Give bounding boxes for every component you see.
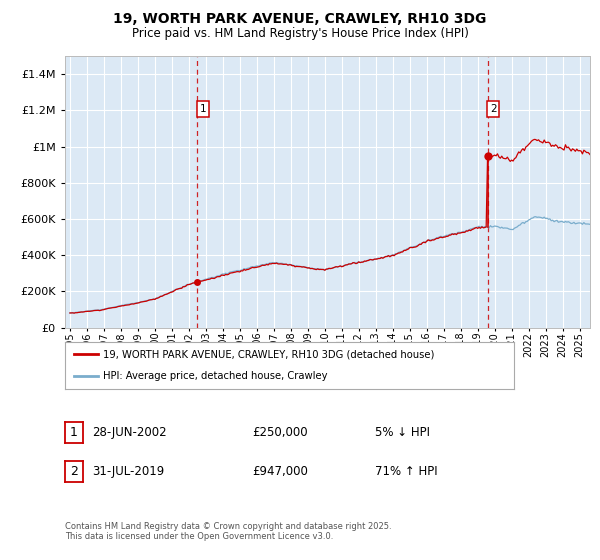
- Text: 71% ↑ HPI: 71% ↑ HPI: [375, 465, 437, 478]
- Text: 31-JUL-2019: 31-JUL-2019: [92, 465, 164, 478]
- Text: 28-JUN-2002: 28-JUN-2002: [92, 426, 166, 439]
- Text: 1: 1: [200, 104, 206, 114]
- Text: 19, WORTH PARK AVENUE, CRAWLEY, RH10 3DG: 19, WORTH PARK AVENUE, CRAWLEY, RH10 3DG: [113, 12, 487, 26]
- Text: Contains HM Land Registry data © Crown copyright and database right 2025.
This d: Contains HM Land Registry data © Crown c…: [65, 522, 391, 542]
- Text: 1: 1: [70, 426, 78, 439]
- Text: 2: 2: [490, 104, 497, 114]
- Text: 2: 2: [70, 465, 78, 478]
- Text: £947,000: £947,000: [252, 465, 308, 478]
- Text: HPI: Average price, detached house, Crawley: HPI: Average price, detached house, Craw…: [103, 371, 328, 381]
- Text: 19, WORTH PARK AVENUE, CRAWLEY, RH10 3DG (detached house): 19, WORTH PARK AVENUE, CRAWLEY, RH10 3DG…: [103, 349, 434, 360]
- Text: Price paid vs. HM Land Registry's House Price Index (HPI): Price paid vs. HM Land Registry's House …: [131, 27, 469, 40]
- Text: £250,000: £250,000: [252, 426, 308, 439]
- Text: 5% ↓ HPI: 5% ↓ HPI: [375, 426, 430, 439]
